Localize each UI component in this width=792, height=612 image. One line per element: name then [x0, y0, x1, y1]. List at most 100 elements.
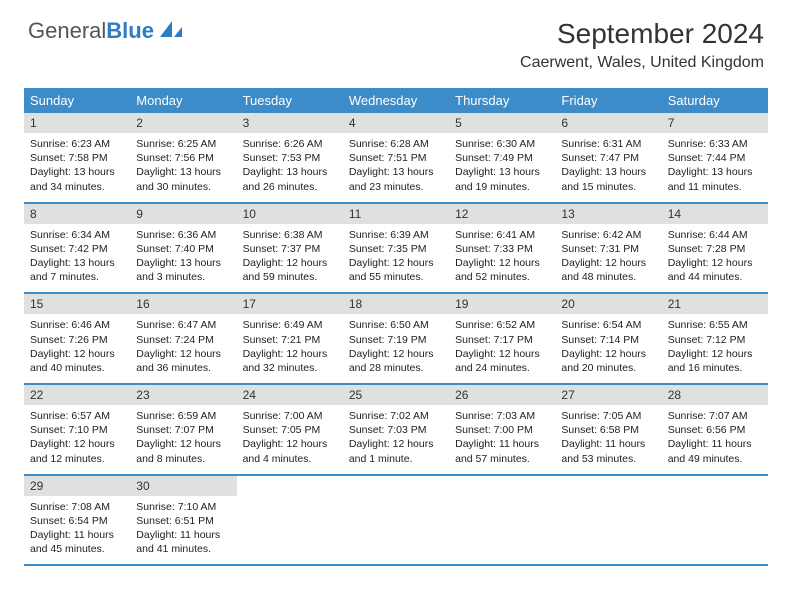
daylight-line: Daylight: 12 hours and 4 minutes. [243, 437, 337, 465]
daylight-line: Daylight: 11 hours and 57 minutes. [455, 437, 549, 465]
day-details: Sunrise: 6:52 AMSunset: 7:17 PMDaylight:… [449, 314, 555, 383]
sunrise-line: Sunrise: 7:08 AM [30, 500, 124, 514]
day-number: 16 [130, 294, 236, 314]
calendar-week-row: 15Sunrise: 6:46 AMSunset: 7:26 PMDayligh… [24, 293, 768, 384]
daylight-line: Daylight: 12 hours and 55 minutes. [349, 256, 443, 284]
daylight-line: Daylight: 12 hours and 8 minutes. [136, 437, 230, 465]
sunset-line: Sunset: 7:12 PM [668, 333, 762, 347]
calendar-cell: 30Sunrise: 7:10 AMSunset: 6:51 PMDayligh… [130, 475, 236, 566]
daylight-line: Daylight: 12 hours and 1 minute. [349, 437, 443, 465]
daylight-line: Daylight: 12 hours and 52 minutes. [455, 256, 549, 284]
day-number: 3 [237, 113, 343, 133]
daylight-line: Daylight: 13 hours and 30 minutes. [136, 165, 230, 193]
sunrise-line: Sunrise: 6:30 AM [455, 137, 549, 151]
sunrise-line: Sunrise: 7:03 AM [455, 409, 549, 423]
day-number: 29 [24, 476, 130, 496]
calendar-cell: 13Sunrise: 6:42 AMSunset: 7:31 PMDayligh… [555, 203, 661, 294]
day-number: 20 [555, 294, 661, 314]
calendar-cell: 8Sunrise: 6:34 AMSunset: 7:42 PMDaylight… [24, 203, 130, 294]
sunset-line: Sunset: 6:51 PM [136, 514, 230, 528]
day-details: Sunrise: 6:44 AMSunset: 7:28 PMDaylight:… [662, 224, 768, 293]
day-number: 26 [449, 385, 555, 405]
daylight-line: Daylight: 12 hours and 44 minutes. [668, 256, 762, 284]
calendar-cell: 20Sunrise: 6:54 AMSunset: 7:14 PMDayligh… [555, 293, 661, 384]
daylight-line: Daylight: 12 hours and 59 minutes. [243, 256, 337, 284]
calendar-cell: 9Sunrise: 6:36 AMSunset: 7:40 PMDaylight… [130, 203, 236, 294]
sunset-line: Sunset: 7:28 PM [668, 242, 762, 256]
logo-sail-icon [158, 19, 184, 44]
daylight-line: Daylight: 12 hours and 32 minutes. [243, 347, 337, 375]
calendar-cell: 29Sunrise: 7:08 AMSunset: 6:54 PMDayligh… [24, 475, 130, 566]
day-number: 5 [449, 113, 555, 133]
sunset-line: Sunset: 7:21 PM [243, 333, 337, 347]
day-details: Sunrise: 6:59 AMSunset: 7:07 PMDaylight:… [130, 405, 236, 474]
day-number: 4 [343, 113, 449, 133]
day-details: Sunrise: 6:49 AMSunset: 7:21 PMDaylight:… [237, 314, 343, 383]
calendar-week-row: 8Sunrise: 6:34 AMSunset: 7:42 PMDaylight… [24, 203, 768, 294]
day-details: Sunrise: 6:31 AMSunset: 7:47 PMDaylight:… [555, 133, 661, 202]
logo-text-2: Blue [106, 18, 154, 43]
sunrise-line: Sunrise: 7:05 AM [561, 409, 655, 423]
calendar-cell: 16Sunrise: 6:47 AMSunset: 7:24 PMDayligh… [130, 293, 236, 384]
day-details: Sunrise: 6:39 AMSunset: 7:35 PMDaylight:… [343, 224, 449, 293]
sunset-line: Sunset: 7:07 PM [136, 423, 230, 437]
calendar-cell: 15Sunrise: 6:46 AMSunset: 7:26 PMDayligh… [24, 293, 130, 384]
sunset-line: Sunset: 7:05 PM [243, 423, 337, 437]
day-details: Sunrise: 7:07 AMSunset: 6:56 PMDaylight:… [662, 405, 768, 474]
calendar-cell: 3Sunrise: 6:26 AMSunset: 7:53 PMDaylight… [237, 113, 343, 203]
day-number: 22 [24, 385, 130, 405]
day-number: 7 [662, 113, 768, 133]
day-details: Sunrise: 6:55 AMSunset: 7:12 PMDaylight:… [662, 314, 768, 383]
day-number: 28 [662, 385, 768, 405]
daylight-line: Daylight: 12 hours and 20 minutes. [561, 347, 655, 375]
sunset-line: Sunset: 7:19 PM [349, 333, 443, 347]
day-label-wed: Wednesday [343, 88, 449, 113]
day-details: Sunrise: 6:41 AMSunset: 7:33 PMDaylight:… [449, 224, 555, 293]
calendar-cell [343, 475, 449, 566]
sunrise-line: Sunrise: 6:34 AM [30, 228, 124, 242]
sunrise-line: Sunrise: 6:38 AM [243, 228, 337, 242]
page-header: GeneralBlue September 2024 Caerwent, Wal… [0, 0, 792, 80]
day-details: Sunrise: 6:38 AMSunset: 7:37 PMDaylight:… [237, 224, 343, 293]
day-number: 30 [130, 476, 236, 496]
day-label-thu: Thursday [449, 88, 555, 113]
sunrise-line: Sunrise: 6:52 AM [455, 318, 549, 332]
sunrise-line: Sunrise: 6:50 AM [349, 318, 443, 332]
calendar-cell [449, 475, 555, 566]
daylight-line: Daylight: 13 hours and 34 minutes. [30, 165, 124, 193]
calendar-cell: 6Sunrise: 6:31 AMSunset: 7:47 PMDaylight… [555, 113, 661, 203]
day-label-tue: Tuesday [237, 88, 343, 113]
day-number: 24 [237, 385, 343, 405]
calendar-cell: 21Sunrise: 6:55 AMSunset: 7:12 PMDayligh… [662, 293, 768, 384]
sunrise-line: Sunrise: 7:00 AM [243, 409, 337, 423]
sunrise-line: Sunrise: 6:41 AM [455, 228, 549, 242]
sunset-line: Sunset: 7:26 PM [30, 333, 124, 347]
sunrise-line: Sunrise: 6:54 AM [561, 318, 655, 332]
day-label-mon: Monday [130, 88, 236, 113]
day-number: 15 [24, 294, 130, 314]
calendar-cell: 23Sunrise: 6:59 AMSunset: 7:07 PMDayligh… [130, 384, 236, 475]
daylight-line: Daylight: 13 hours and 7 minutes. [30, 256, 124, 284]
calendar-cell: 19Sunrise: 6:52 AMSunset: 7:17 PMDayligh… [449, 293, 555, 384]
sunset-line: Sunset: 7:58 PM [30, 151, 124, 165]
daylight-line: Daylight: 12 hours and 28 minutes. [349, 347, 443, 375]
day-number: 27 [555, 385, 661, 405]
sunset-line: Sunset: 7:37 PM [243, 242, 337, 256]
day-number: 9 [130, 204, 236, 224]
calendar-cell: 25Sunrise: 7:02 AMSunset: 7:03 PMDayligh… [343, 384, 449, 475]
day-number: 1 [24, 113, 130, 133]
day-details: Sunrise: 6:36 AMSunset: 7:40 PMDaylight:… [130, 224, 236, 293]
daylight-line: Daylight: 13 hours and 19 minutes. [455, 165, 549, 193]
day-details: Sunrise: 6:54 AMSunset: 7:14 PMDaylight:… [555, 314, 661, 383]
calendar-week-row: 22Sunrise: 6:57 AMSunset: 7:10 PMDayligh… [24, 384, 768, 475]
sunset-line: Sunset: 7:00 PM [455, 423, 549, 437]
day-details: Sunrise: 7:05 AMSunset: 6:58 PMDaylight:… [555, 405, 661, 474]
day-label-fri: Friday [555, 88, 661, 113]
calendar-cell: 5Sunrise: 6:30 AMSunset: 7:49 PMDaylight… [449, 113, 555, 203]
sunrise-line: Sunrise: 7:10 AM [136, 500, 230, 514]
day-number: 19 [449, 294, 555, 314]
sunset-line: Sunset: 7:47 PM [561, 151, 655, 165]
sunset-line: Sunset: 7:03 PM [349, 423, 443, 437]
month-title: September 2024 [520, 18, 764, 50]
day-number: 17 [237, 294, 343, 314]
